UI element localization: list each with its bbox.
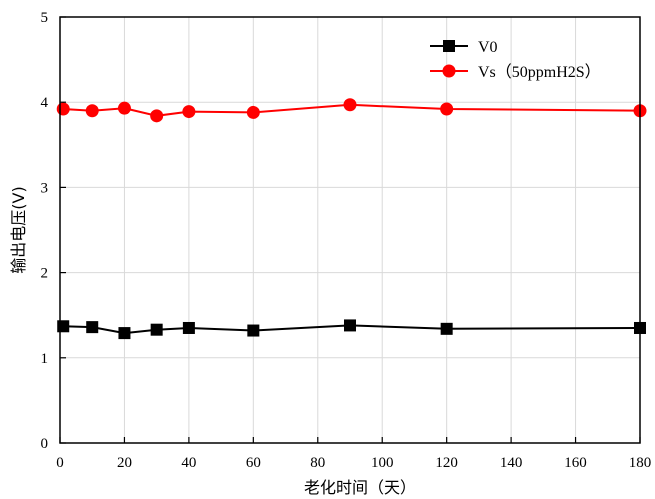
data-point — [57, 320, 70, 333]
series-0 — [57, 319, 646, 340]
x-tick-label: 60 — [246, 455, 261, 471]
data-point — [86, 321, 99, 334]
x-tick-label: 20 — [117, 455, 132, 471]
x-tick-label: 120 — [435, 455, 458, 471]
axis-ticks: 0 20 40 60 80 100 120 140 160 180 0 1 2 3 4 5 — [41, 10, 652, 471]
x-axis-title: 老化时间（天） — [304, 478, 416, 497]
legend-label: V0 — [478, 39, 498, 56]
data-point — [150, 109, 164, 123]
series-1 — [56, 98, 647, 123]
data-point — [150, 323, 163, 336]
data-point — [440, 102, 454, 116]
data-point — [440, 322, 453, 335]
data-point — [182, 321, 195, 334]
grid-lines — [60, 17, 640, 443]
y-tick-label: 4 — [41, 95, 49, 111]
data-point — [85, 104, 99, 118]
y-tick-label: 1 — [41, 351, 49, 367]
legend-marker — [443, 40, 455, 52]
y-tick-label: 5 — [41, 10, 49, 26]
data-point — [247, 324, 260, 337]
data-point — [182, 105, 196, 119]
legend-marker — [442, 64, 456, 78]
x-tick-label: 160 — [564, 455, 587, 471]
legend-item: V0 — [430, 39, 498, 56]
legend-item: Vs（50ppmH2S） — [430, 63, 601, 81]
y-tick-label: 3 — [41, 180, 49, 196]
y-tick-label: 0 — [41, 436, 49, 452]
x-tick-label: 100 — [371, 455, 394, 471]
data-point — [118, 327, 131, 340]
legend: V0 Vs（50ppmH2S） — [430, 39, 601, 81]
x-tick-label: 140 — [500, 455, 523, 471]
data-point — [56, 102, 70, 116]
y-tick-label: 2 — [41, 266, 49, 282]
legend-label: Vs（50ppmH2S） — [478, 63, 601, 81]
data-point — [343, 98, 357, 112]
plot-area-frame — [59, 16, 641, 444]
y-axis-title: 输出电压(V) — [9, 186, 28, 273]
x-tick-label: 40 — [181, 455, 196, 471]
series-layer — [56, 98, 647, 340]
x-tick-label: 80 — [310, 455, 325, 471]
data-point — [117, 101, 131, 115]
x-tick-label: 0 — [56, 455, 64, 471]
data-point — [344, 319, 356, 332]
data-point — [246, 105, 260, 119]
x-tick-label: 180 — [629, 455, 652, 471]
